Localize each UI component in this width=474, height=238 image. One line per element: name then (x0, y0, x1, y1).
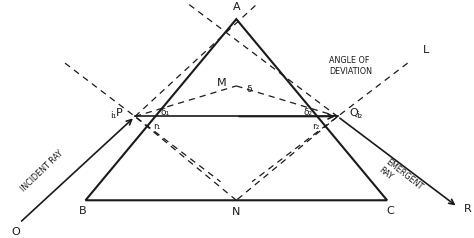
Text: δ₂: δ₂ (303, 108, 312, 117)
Text: C: C (386, 206, 394, 216)
Text: Q: Q (349, 108, 358, 118)
Text: r₁: r₁ (153, 122, 161, 130)
Text: INCIDENT RAY: INCIDENT RAY (19, 149, 65, 193)
Text: R: R (464, 204, 472, 214)
Text: N: N (232, 207, 240, 217)
Text: δ: δ (246, 85, 252, 94)
Text: M: M (217, 78, 227, 88)
Text: P: P (116, 108, 123, 118)
Text: i₂: i₂ (356, 111, 363, 120)
Text: L: L (422, 45, 428, 55)
Text: A: A (233, 2, 240, 12)
Text: B: B (79, 206, 86, 216)
Text: δ₁: δ₁ (160, 108, 169, 117)
Text: i₁: i₁ (110, 111, 116, 120)
Text: O: O (11, 227, 20, 237)
Text: EMERGENT
RAY: EMERGENT RAY (377, 157, 424, 200)
Text: ANGLE OF
DEVIATION: ANGLE OF DEVIATION (329, 56, 372, 76)
Text: r₂: r₂ (312, 122, 319, 130)
